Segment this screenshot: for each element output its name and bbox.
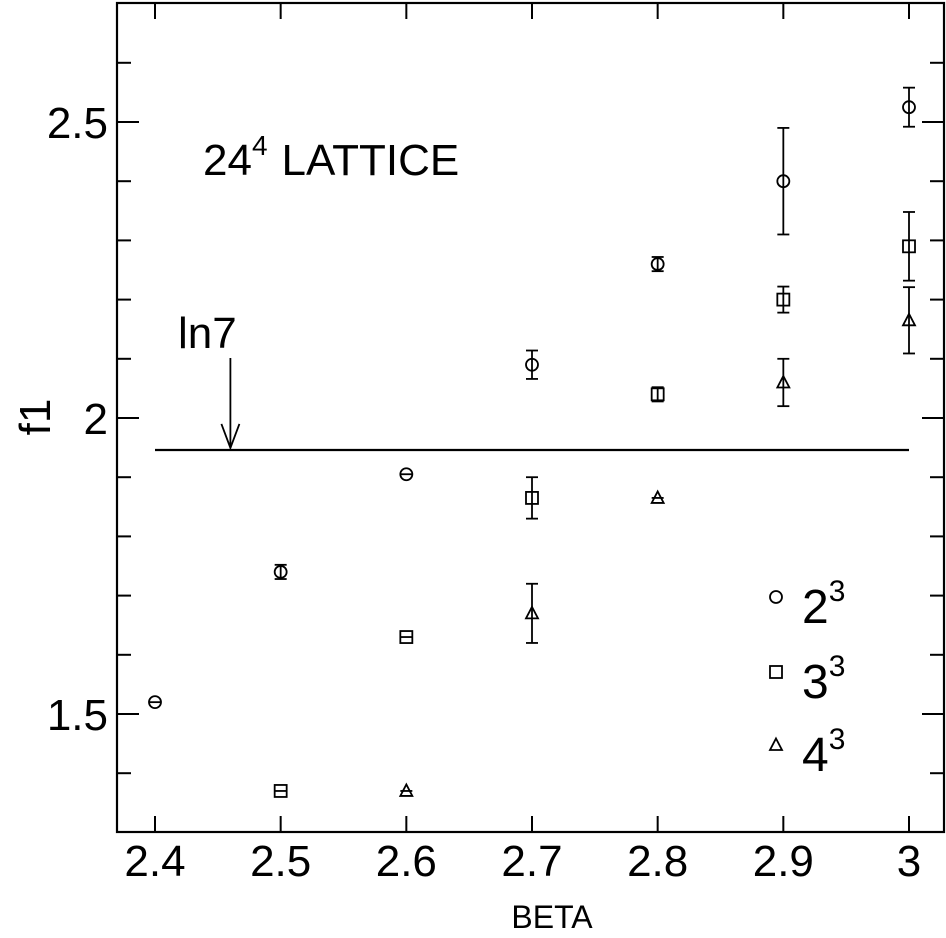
data-marks bbox=[148, 86, 917, 798]
data-point-triangle bbox=[775, 374, 791, 389]
x-tick-label: 3 bbox=[897, 837, 921, 886]
legend-marker-circle bbox=[769, 590, 783, 604]
lattice-rest: LATTICE bbox=[282, 136, 460, 185]
legend-label: 23 bbox=[802, 575, 845, 634]
x-tick-label: 2.6 bbox=[376, 837, 437, 886]
y-axis-label: f1 bbox=[11, 399, 60, 436]
lattice-base: 24 bbox=[203, 136, 252, 185]
y-tick-label: 1.5 bbox=[47, 691, 108, 740]
data-point-square bbox=[776, 292, 791, 307]
legend-label-base: 3 bbox=[802, 656, 829, 709]
data-point-circle bbox=[525, 357, 539, 372]
data-point-circle bbox=[273, 565, 288, 579]
legend-label-exponent: 3 bbox=[829, 650, 846, 683]
series-circle bbox=[148, 86, 916, 710]
y-tick-label: 2 bbox=[84, 395, 108, 444]
legend-label: 33 bbox=[802, 650, 845, 709]
data-point-triangle bbox=[650, 489, 666, 504]
x-tick-label: 2.9 bbox=[753, 837, 814, 886]
legend-label-base: 4 bbox=[802, 729, 829, 782]
ticks: 2.4 2.5 2.6 2.7 2.8 2.9 3 1.5 2 2.5 bbox=[47, 3, 944, 886]
data-point-circle bbox=[650, 257, 665, 271]
legend-item: 43 bbox=[768, 723, 845, 782]
data-point-square bbox=[525, 491, 539, 505]
x-axis-label: BETA bbox=[511, 899, 593, 935]
data-point-circle bbox=[776, 174, 791, 189]
x-tick-label: 2.5 bbox=[250, 837, 311, 886]
y-tick-label: 2.5 bbox=[47, 99, 108, 148]
lattice-exponent: 4 bbox=[252, 130, 268, 161]
ln7-label: ln7 bbox=[178, 309, 237, 358]
series-triangle bbox=[398, 286, 917, 797]
data-point-square bbox=[650, 387, 665, 402]
data-point-square bbox=[399, 630, 414, 644]
data-point-triangle bbox=[901, 311, 917, 327]
data-point-circle bbox=[148, 695, 162, 710]
legend-label-base: 2 bbox=[802, 581, 829, 634]
legend-item: 33 bbox=[769, 650, 845, 709]
reference-line-group bbox=[155, 358, 909, 452]
legend-marker-triangle bbox=[768, 736, 784, 751]
data-point-triangle bbox=[398, 782, 414, 797]
series-square bbox=[273, 211, 916, 798]
legend-marker-square bbox=[769, 665, 783, 679]
data-point-square bbox=[273, 784, 288, 798]
legend-label-exponent: 3 bbox=[829, 723, 846, 756]
x-tick-label: 2.8 bbox=[627, 837, 688, 886]
legend-label-exponent: 3 bbox=[829, 575, 846, 608]
legend-item: 23 bbox=[769, 575, 845, 634]
legend-label: 43 bbox=[802, 723, 845, 782]
data-point-triangle bbox=[524, 604, 540, 620]
ln7-arrow-head bbox=[220, 423, 241, 451]
data-point-circle bbox=[399, 467, 414, 482]
data-point-circle bbox=[902, 100, 916, 115]
data-point-square bbox=[902, 239, 916, 254]
x-tick-label: 2.4 bbox=[124, 837, 185, 886]
x-tick-label: 2.7 bbox=[501, 837, 562, 886]
lattice-annotation: 244 LATTICE bbox=[203, 130, 459, 185]
